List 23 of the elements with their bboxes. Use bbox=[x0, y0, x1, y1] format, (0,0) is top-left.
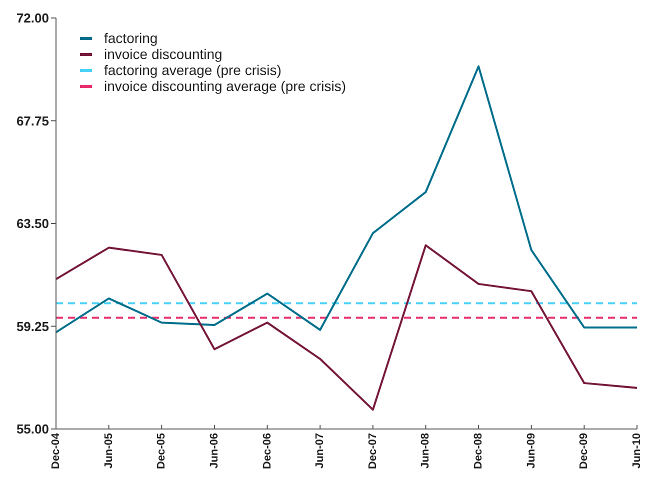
x-tick-label: Jun-06 bbox=[208, 433, 220, 468]
line-series bbox=[56, 65, 637, 334]
x-tick-label: Dec-07 bbox=[366, 433, 379, 470]
x-tick-label: Dec-06 bbox=[261, 433, 274, 470]
legend-label: invoice discounting bbox=[104, 46, 222, 62]
y-tick-label: 55.00 bbox=[16, 422, 49, 437]
y-tick-label: 63.50 bbox=[16, 216, 49, 232]
x-tick-label: Jun-09 bbox=[525, 433, 538, 468]
x-tick-label: Jun-08 bbox=[420, 433, 432, 468]
x-tick-label: Dec-04 bbox=[50, 432, 62, 470]
x-tick-label: Jun-05 bbox=[102, 433, 115, 468]
line-series bbox=[56, 244, 637, 411]
x-tick-label: Jun-10 bbox=[631, 433, 643, 468]
x-tick-label: Dec-05 bbox=[156, 433, 168, 470]
y-tick-label: 67.75 bbox=[16, 113, 49, 128]
x-tick-label: Dec-09 bbox=[578, 433, 590, 470]
x-tick-label: Jun-07 bbox=[314, 433, 326, 468]
legend-label: invoice discounting average (pre crisis) bbox=[104, 78, 346, 94]
y-tick-label: 59.25 bbox=[16, 318, 49, 334]
legend-label: factoring bbox=[104, 30, 158, 46]
x-tick-label: Dec-08 bbox=[472, 433, 485, 470]
legend-label: factoring average (pre crisis) bbox=[104, 62, 282, 78]
y-tick-label: 72.00 bbox=[16, 10, 49, 26]
